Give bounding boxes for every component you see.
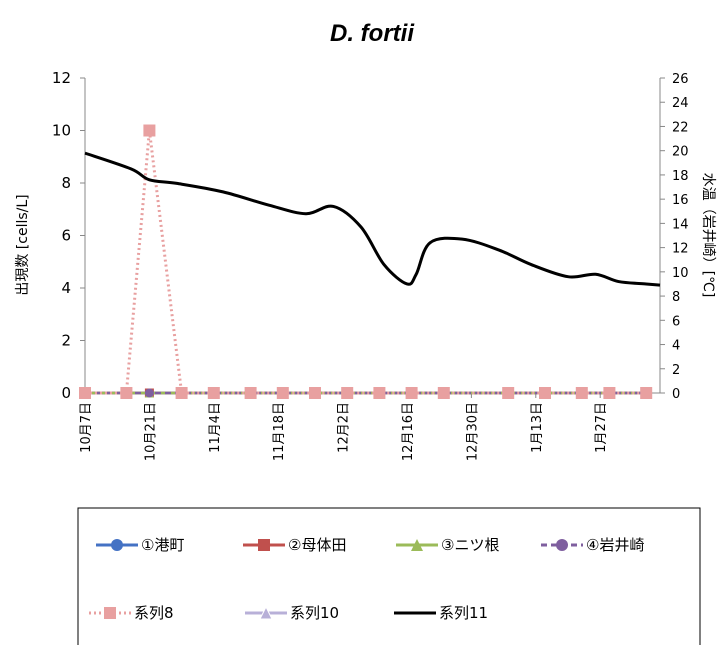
x-tick-label: 10月21日 <box>143 402 158 461</box>
legend-item: ②母体田 <box>243 536 346 554</box>
x-tick-label: 10月7日 <box>79 402 94 453</box>
data-point <box>309 387 321 399</box>
legend-item: 系列8 <box>89 604 174 622</box>
legend-item: ③ニツ根 <box>396 536 499 554</box>
data-point <box>244 387 257 399</box>
series-layer <box>79 124 661 399</box>
data-point <box>603 387 616 399</box>
legend-swatch-marker <box>104 607 116 619</box>
y-tick-label: 2 <box>61 332 71 350</box>
y2-tick-label: 20 <box>672 145 689 160</box>
legend-item: 系列11 <box>394 604 488 622</box>
y-tick-label: 10 <box>52 122 71 140</box>
y-tick-label: 8 <box>61 174 71 192</box>
y2-tick-label: 6 <box>672 314 680 329</box>
legend-label: 系列11 <box>439 604 488 622</box>
legend-item: ①港町 <box>96 536 184 554</box>
legend-swatch-marker <box>556 539 568 551</box>
data-point <box>539 387 551 399</box>
data-point <box>207 387 220 399</box>
legend-swatch-marker <box>111 539 123 551</box>
y2-tick-label: 22 <box>672 120 689 135</box>
x-tick-label: 12月2日 <box>337 402 352 453</box>
y-tick-label: 6 <box>61 227 71 245</box>
y2-tick-label: 2 <box>672 363 680 378</box>
legend-label: ④岩井崎 <box>586 536 644 554</box>
y2-axis-label: 水温（岩井崎）[℃] <box>700 173 716 298</box>
legend-label: ①港町 <box>141 536 184 554</box>
legend-item: 系列10 <box>245 604 339 622</box>
x-tick-label: 12月30日 <box>465 402 480 461</box>
legend-swatch-marker <box>411 539 423 551</box>
x-tick-label: 12月16日 <box>401 402 416 461</box>
y2-tick-label: 0 <box>672 387 680 402</box>
legend-label: ③ニツ根 <box>441 536 499 554</box>
data-point <box>276 387 289 399</box>
chart-title: D. fortii <box>330 20 415 47</box>
y2-tick-label: 4 <box>672 339 680 354</box>
legend-label: 系列10 <box>290 604 339 622</box>
x-tick-label: 11月4日 <box>208 402 223 453</box>
data-point <box>373 387 386 399</box>
y2-tick-label: 26 <box>672 72 689 87</box>
y-axis-label: 出現数 [cells/L] <box>15 194 31 295</box>
series-④岩井崎 <box>80 388 651 398</box>
data-point <box>437 387 450 399</box>
legend-swatch-marker <box>258 539 270 551</box>
data-point <box>575 387 588 399</box>
y2-tick-label: 16 <box>672 193 689 208</box>
y2-tick-label: 12 <box>672 242 689 257</box>
legend-swatch-marker <box>259 605 273 620</box>
legend-box <box>77 507 701 645</box>
x-tick-label: 1月27日 <box>594 402 609 453</box>
series-系列11 <box>84 151 661 287</box>
y2-tick-label: 8 <box>672 290 680 305</box>
y-tick-label: 12 <box>52 69 71 87</box>
legend-label: 系列8 <box>134 604 174 622</box>
y2-tick-label: 10 <box>672 266 689 281</box>
series-line <box>84 151 661 287</box>
y-tick-label: 0 <box>61 384 71 402</box>
data-point <box>175 387 188 399</box>
y2-tick-label: 14 <box>672 217 689 232</box>
y2-tick-label: 24 <box>672 96 689 111</box>
legend-label: ②母体田 <box>288 536 346 554</box>
data-point <box>144 388 154 398</box>
y2-tick-label: 18 <box>672 169 689 184</box>
data-point <box>143 124 156 137</box>
x-tick-label: 11月18日 <box>272 402 287 461</box>
legend-item: ④岩井崎 <box>541 536 644 554</box>
series-系列8 <box>79 124 653 399</box>
data-point <box>341 387 354 399</box>
data-point <box>640 387 653 399</box>
data-point <box>79 387 91 399</box>
data-point <box>120 387 133 399</box>
x-tick-label: 1月13日 <box>530 402 545 453</box>
data-point <box>502 387 515 399</box>
y-tick-label: 4 <box>61 279 71 297</box>
series-line <box>85 130 647 395</box>
data-point <box>405 387 418 399</box>
